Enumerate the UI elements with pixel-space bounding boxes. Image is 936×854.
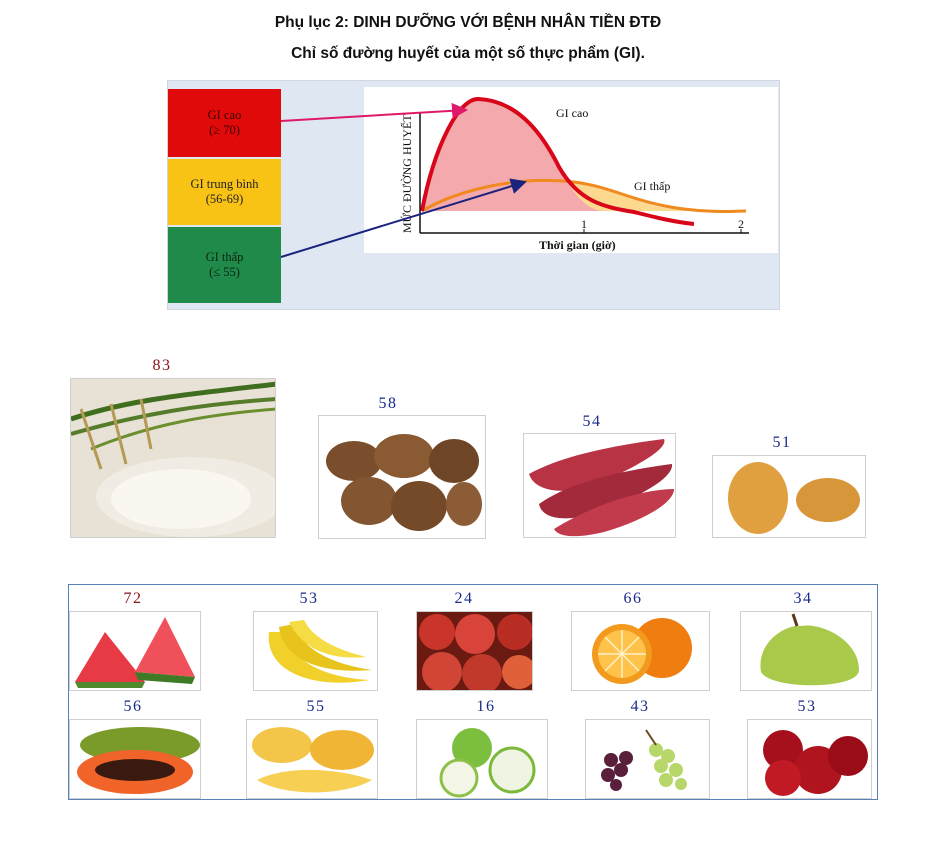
food-image-watermelon <box>69 611 201 691</box>
gi-value-mango: 55 <box>306 698 326 715</box>
page-subtitle: Chỉ số đường huyết của một số thực phẩm … <box>291 45 645 62</box>
band-gi-medium-range: (56-69) <box>205 192 244 206</box>
food-image-rice <box>70 378 276 538</box>
gi-value-red-fruit: 24 <box>454 590 474 607</box>
food-image-red-fruit <box>416 611 533 691</box>
food-image-taro <box>318 415 486 539</box>
y-axis-label: MỨC ĐƯỜNG HUYẾT <box>399 114 414 233</box>
gi-value-watermelon: 72 <box>123 590 143 607</box>
x-tick-2: 2 <box>738 217 744 231</box>
high-gi-curve <box>420 97 695 226</box>
food-image-sweet-potato <box>523 433 676 538</box>
band-gi-medium: GI trung bình (56-69) <box>168 159 281 225</box>
gi-value-orange: 66 <box>623 590 643 607</box>
gi-value-banana: 53 <box>299 590 319 607</box>
gi-value-pear: 34 <box>793 590 813 607</box>
food-image-apple <box>747 719 872 799</box>
high-gi-area <box>422 98 604 211</box>
gi-value-rice: 83 <box>152 357 172 374</box>
fruit-panel <box>68 584 878 800</box>
food-image-mango <box>246 719 378 799</box>
gi-value-yam: 51 <box>772 434 792 451</box>
food-image-yam <box>712 455 866 538</box>
band-gi-high-label: GI cao <box>207 108 242 122</box>
band-gi-low-label: GI thấp <box>205 250 244 264</box>
food-image-guava <box>416 719 548 799</box>
curve-low-label: GI thấp <box>634 179 670 193</box>
x-axis-label: Thời gian (giờ) <box>539 238 616 252</box>
gi-value-taro: 58 <box>378 395 398 412</box>
band-gi-high: GI cao (≥ 70) <box>168 89 281 157</box>
x-tick-1: 1 <box>581 217 587 231</box>
gi-value-papaya: 56 <box>123 698 143 715</box>
arrow-high <box>280 102 468 122</box>
arrow-low <box>280 178 527 258</box>
band-gi-medium-label: GI trung bình <box>190 177 259 191</box>
food-image-banana <box>253 611 378 691</box>
low-gi-curve <box>421 178 747 213</box>
curve-high-label: GI cao <box>556 106 588 120</box>
food-image-grapes <box>585 719 710 799</box>
gi-value-guava: 16 <box>476 698 496 715</box>
food-image-papaya <box>69 719 201 799</box>
band-gi-low: GI thấp (≤ 55) <box>168 227 281 303</box>
band-gi-low-range: (≤ 55) <box>209 265 240 279</box>
gi-value-apple: 53 <box>797 698 817 715</box>
band-gi-high-range: (≥ 70) <box>209 123 240 137</box>
gi-value-grapes: 43 <box>630 698 650 715</box>
food-image-orange <box>571 611 710 691</box>
gi-value-sweet-potato: 54 <box>582 413 602 430</box>
gi-figure: GI cao (≥ 70) GI trung bình (56-69) GI t… <box>167 80 780 310</box>
food-image-pear <box>740 611 872 691</box>
gi-plot: 1 2 Thời gian (giờ) MỨC ĐƯỜNG HUYẾT GI c… <box>364 87 778 253</box>
page-title: Phụ lục 2: DINH DƯỠNG VỚI BỆNH NHÂN TIỀN… <box>274 14 662 31</box>
